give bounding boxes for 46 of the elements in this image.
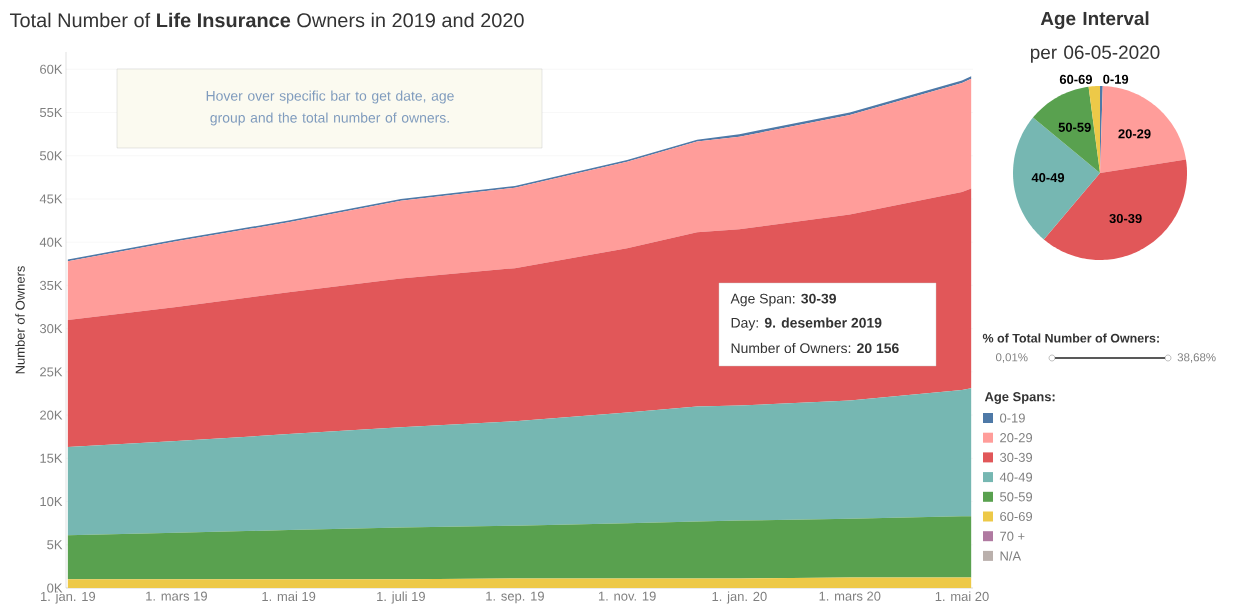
x-tick-label: 1. sep. 19	[486, 591, 544, 604]
y-tick-label: 25K	[40, 367, 63, 377]
x-tick-label: 1. jan. 20	[712, 591, 767, 604]
slice-label: 50-59	[1058, 122, 1091, 132]
annotation: Day: 9. desember 2019	[731, 317, 882, 331]
chart-title: Total Number of Life Insurance Owners in 2019 and 2020	[9, 12, 524, 28]
slice-label: 60-69	[1059, 74, 1093, 84]
chart-title: Age Interval per 06-05-2020	[1030, 11, 1160, 63]
slice-label: 40-49	[1031, 173, 1065, 183]
y-tick-label: 60K	[40, 64, 63, 74]
x-tick-label: 1. mai 20	[935, 591, 989, 602]
y-tick-label: 10K	[40, 496, 63, 507]
x-tick-label: 1. mars 19	[146, 591, 207, 601]
legend-label: 40-49	[999, 472, 1033, 482]
y-tick-label: 45K	[39, 194, 63, 204]
y-tick-label: 15K	[40, 453, 63, 463]
legend-title: Age Spans:	[984, 392, 1055, 404]
text: % of Total Number of Owners:	[982, 333, 1159, 343]
x-tick-label: 1. mars 20	[819, 591, 881, 601]
y-tick-label: 30K	[39, 324, 63, 334]
legend-label: 70 +	[1000, 531, 1025, 541]
legend-label: 0-19	[1000, 413, 1025, 423]
slice-label: 30-39	[1109, 213, 1142, 224]
y-tick-label: 20K	[40, 410, 63, 420]
x-tick-label: 1. mai 19	[262, 591, 316, 602]
legend-label: 30-39	[1000, 452, 1033, 462]
slice-label: 0-19	[1103, 74, 1129, 84]
y-tick-label: 5K	[47, 540, 63, 550]
slice-label: 20-29	[1118, 129, 1151, 139]
y-axis-title: Number of Owners	[15, 266, 25, 374]
y-tick-label: 35K	[39, 280, 63, 290]
y-tick-label: 55K	[39, 108, 63, 118]
legend-label: N/A	[1000, 551, 1022, 561]
y-tick-label: 40K	[39, 237, 63, 247]
text: 0,01%	[995, 353, 1028, 363]
text: 38,68%	[1177, 353, 1216, 363]
x-tick-label: 1. juli 19	[377, 591, 425, 604]
y-tick-label: 0K	[47, 583, 63, 593]
legend-label: 50-59	[1000, 492, 1033, 502]
annotation: Age Span: 30-39	[730, 293, 836, 307]
annotation: Hover over specific bar to get date, age group and the total number of owners.	[206, 90, 454, 126]
legend-label: 60-69	[1000, 511, 1033, 522]
y-tick-label: 50K	[39, 151, 63, 161]
x-tick-label: 1. nov. 19	[598, 591, 656, 601]
annotation: Number of Owners: 20 156	[731, 342, 899, 354]
legend-label: 20-29	[1000, 433, 1033, 443]
